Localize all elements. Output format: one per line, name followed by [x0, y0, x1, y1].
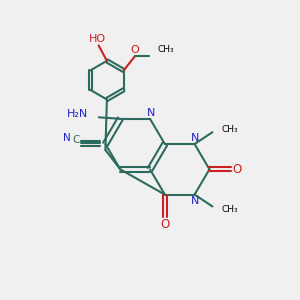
Text: CH₃: CH₃	[222, 125, 238, 134]
Text: CH₃: CH₃	[222, 205, 238, 214]
Text: C: C	[72, 136, 80, 146]
Text: CH₃: CH₃	[157, 45, 174, 54]
Text: N: N	[190, 196, 199, 206]
Text: O: O	[160, 218, 170, 230]
Text: N: N	[63, 133, 71, 143]
Text: N: N	[146, 108, 155, 118]
Text: O: O	[130, 45, 139, 55]
Text: N: N	[190, 133, 199, 143]
Text: HO: HO	[89, 34, 106, 44]
Text: H₂N: H₂N	[67, 109, 88, 119]
Text: O: O	[233, 163, 242, 176]
